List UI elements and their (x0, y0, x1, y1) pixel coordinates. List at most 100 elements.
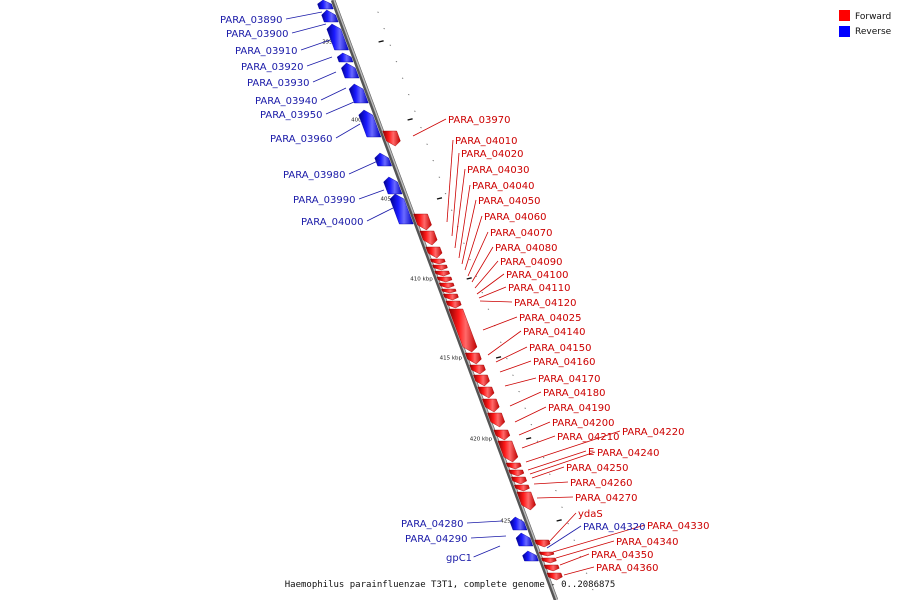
legend-forward-swatch (839, 10, 850, 21)
leader-line (521, 435, 556, 449)
gene-label-para-04050: PARA_04050 (478, 196, 540, 207)
forward-gene (443, 293, 459, 301)
gene-label-para-04100: PARA_04100 (506, 270, 568, 281)
forward-gene (538, 551, 555, 557)
gene-label-para-04320: PARA_04320 (583, 522, 645, 533)
gene-label-para-03920: PARA_03920 (241, 62, 303, 73)
leader-line (563, 566, 595, 576)
forward-gene (477, 386, 495, 399)
forward-gene (516, 491, 536, 511)
legend-reverse-label: Reverse (855, 27, 892, 37)
reverse-gene (515, 532, 534, 547)
leader-line (358, 189, 385, 200)
leader-line (306, 56, 333, 67)
gene-label-para-03940: PARA_03940 (255, 96, 317, 107)
genome-caption: Haemophilus parainfluenzae T3T1, complet… (285, 580, 616, 590)
gene-label-para-04260: PARA_04260 (570, 478, 632, 489)
forward-gene (419, 230, 438, 246)
leader-line (366, 207, 394, 222)
forward-gene (487, 412, 506, 428)
reverse-gene (336, 52, 354, 63)
gene-label-para-04110: PARA_04110 (508, 283, 570, 294)
forward-gene (441, 288, 457, 294)
forward-gene (534, 539, 551, 548)
major-tick (556, 519, 562, 522)
gene-label-para-04080: PARA_04080 (495, 243, 557, 254)
gene-label-para-04025: PARA_04025 (519, 313, 581, 324)
gene-label-para-04030: PARA_04030 (467, 165, 529, 176)
gene-label-para-03990: PARA_03990 (293, 195, 355, 206)
gene-label-para-04360: PARA_04360 (596, 563, 658, 574)
reverse-gene (358, 109, 382, 138)
leader-line (458, 184, 471, 259)
leader-line (559, 553, 590, 566)
gene-label-para-04120: PARA_04120 (514, 298, 576, 309)
scale-tick-label: 410 kbp (410, 277, 433, 283)
leader-line (467, 231, 489, 277)
gene-label-para-04020: PARA_04020 (461, 149, 523, 160)
leader-line (474, 260, 499, 289)
gene-label-para-04280: PARA_04280 (401, 519, 463, 530)
reverse-gene (321, 9, 339, 23)
gene-label-para-04010: PARA_04010 (455, 136, 517, 147)
leader-line (348, 159, 381, 175)
gene-labels: PARA_03890 PARA_03900 PARA_03910 PARA_03920… (220, 15, 709, 574)
legend-forward-label: Forward (855, 12, 891, 22)
leader-line (495, 346, 528, 363)
legend: Forward Reverse (839, 10, 892, 37)
leader-line (325, 101, 355, 115)
gene-label-para-03890: PARA_03890 (220, 15, 282, 26)
gene-label-para-03980: PARA_03980 (283, 170, 345, 181)
leader-line (412, 118, 447, 137)
leader-line (454, 168, 466, 249)
gene-label-para-04070: PARA_04070 (490, 228, 552, 239)
leader-line (514, 406, 547, 423)
gene-label-para-03910: PARA_03910 (235, 46, 297, 57)
reverse-gene (341, 62, 360, 79)
major-tick (436, 197, 443, 200)
leader-line (476, 273, 505, 295)
major-tick (525, 437, 532, 440)
forward-gene (473, 374, 490, 387)
forward-gene (493, 429, 511, 441)
gene-label-para-04220: PARA_04220 (622, 427, 684, 438)
leader-line (552, 524, 646, 553)
gene-label-para-04000: PARA_04000 (301, 217, 363, 228)
gene-label-para-03930: PARA_03930 (247, 78, 309, 89)
gene-label-para-04060: PARA_04060 (484, 212, 546, 223)
forward-gene (508, 469, 525, 477)
forward-gene (430, 258, 446, 265)
gene-label-para-04190: PARA_04190 (548, 403, 610, 414)
gene-label-para-04090: PARA_04090 (500, 257, 562, 268)
leader-line (470, 535, 507, 539)
gene-label-para-04160: PARA_04160 (533, 357, 595, 368)
leader-line (446, 139, 454, 223)
gene-label-para-04330: PARA_04330 (647, 521, 709, 532)
reverse-gene (509, 516, 528, 531)
leader-line (536, 496, 574, 499)
forward-gene (438, 282, 455, 289)
leader-line (509, 391, 542, 407)
forward-gene (445, 300, 462, 309)
forward-gene (511, 476, 527, 485)
forward-gene (546, 572, 563, 581)
forward-gene (464, 352, 482, 365)
gene-label-para-04240: PARA_04240 (597, 448, 659, 459)
leader-line (527, 450, 587, 471)
leader-line (531, 466, 565, 479)
leader-line (478, 286, 507, 299)
leader-line (529, 451, 596, 475)
leader-line (487, 330, 522, 356)
leader-line (479, 300, 513, 303)
scale-tick-label: 420 kbp (470, 437, 493, 443)
gene-label-gpc1: gpC1 (446, 553, 472, 564)
gene-label-e: E (588, 447, 594, 458)
gene-label-para-04040: PARA_04040 (472, 181, 534, 192)
gene-label-para-03950: PARA_03950 (260, 110, 322, 121)
reverse-gene (317, 0, 334, 10)
leader-line (525, 430, 621, 463)
forward-gene (543, 564, 560, 572)
gene-label-para-04340: PARA_04340 (616, 537, 678, 548)
leader-line (473, 545, 501, 558)
